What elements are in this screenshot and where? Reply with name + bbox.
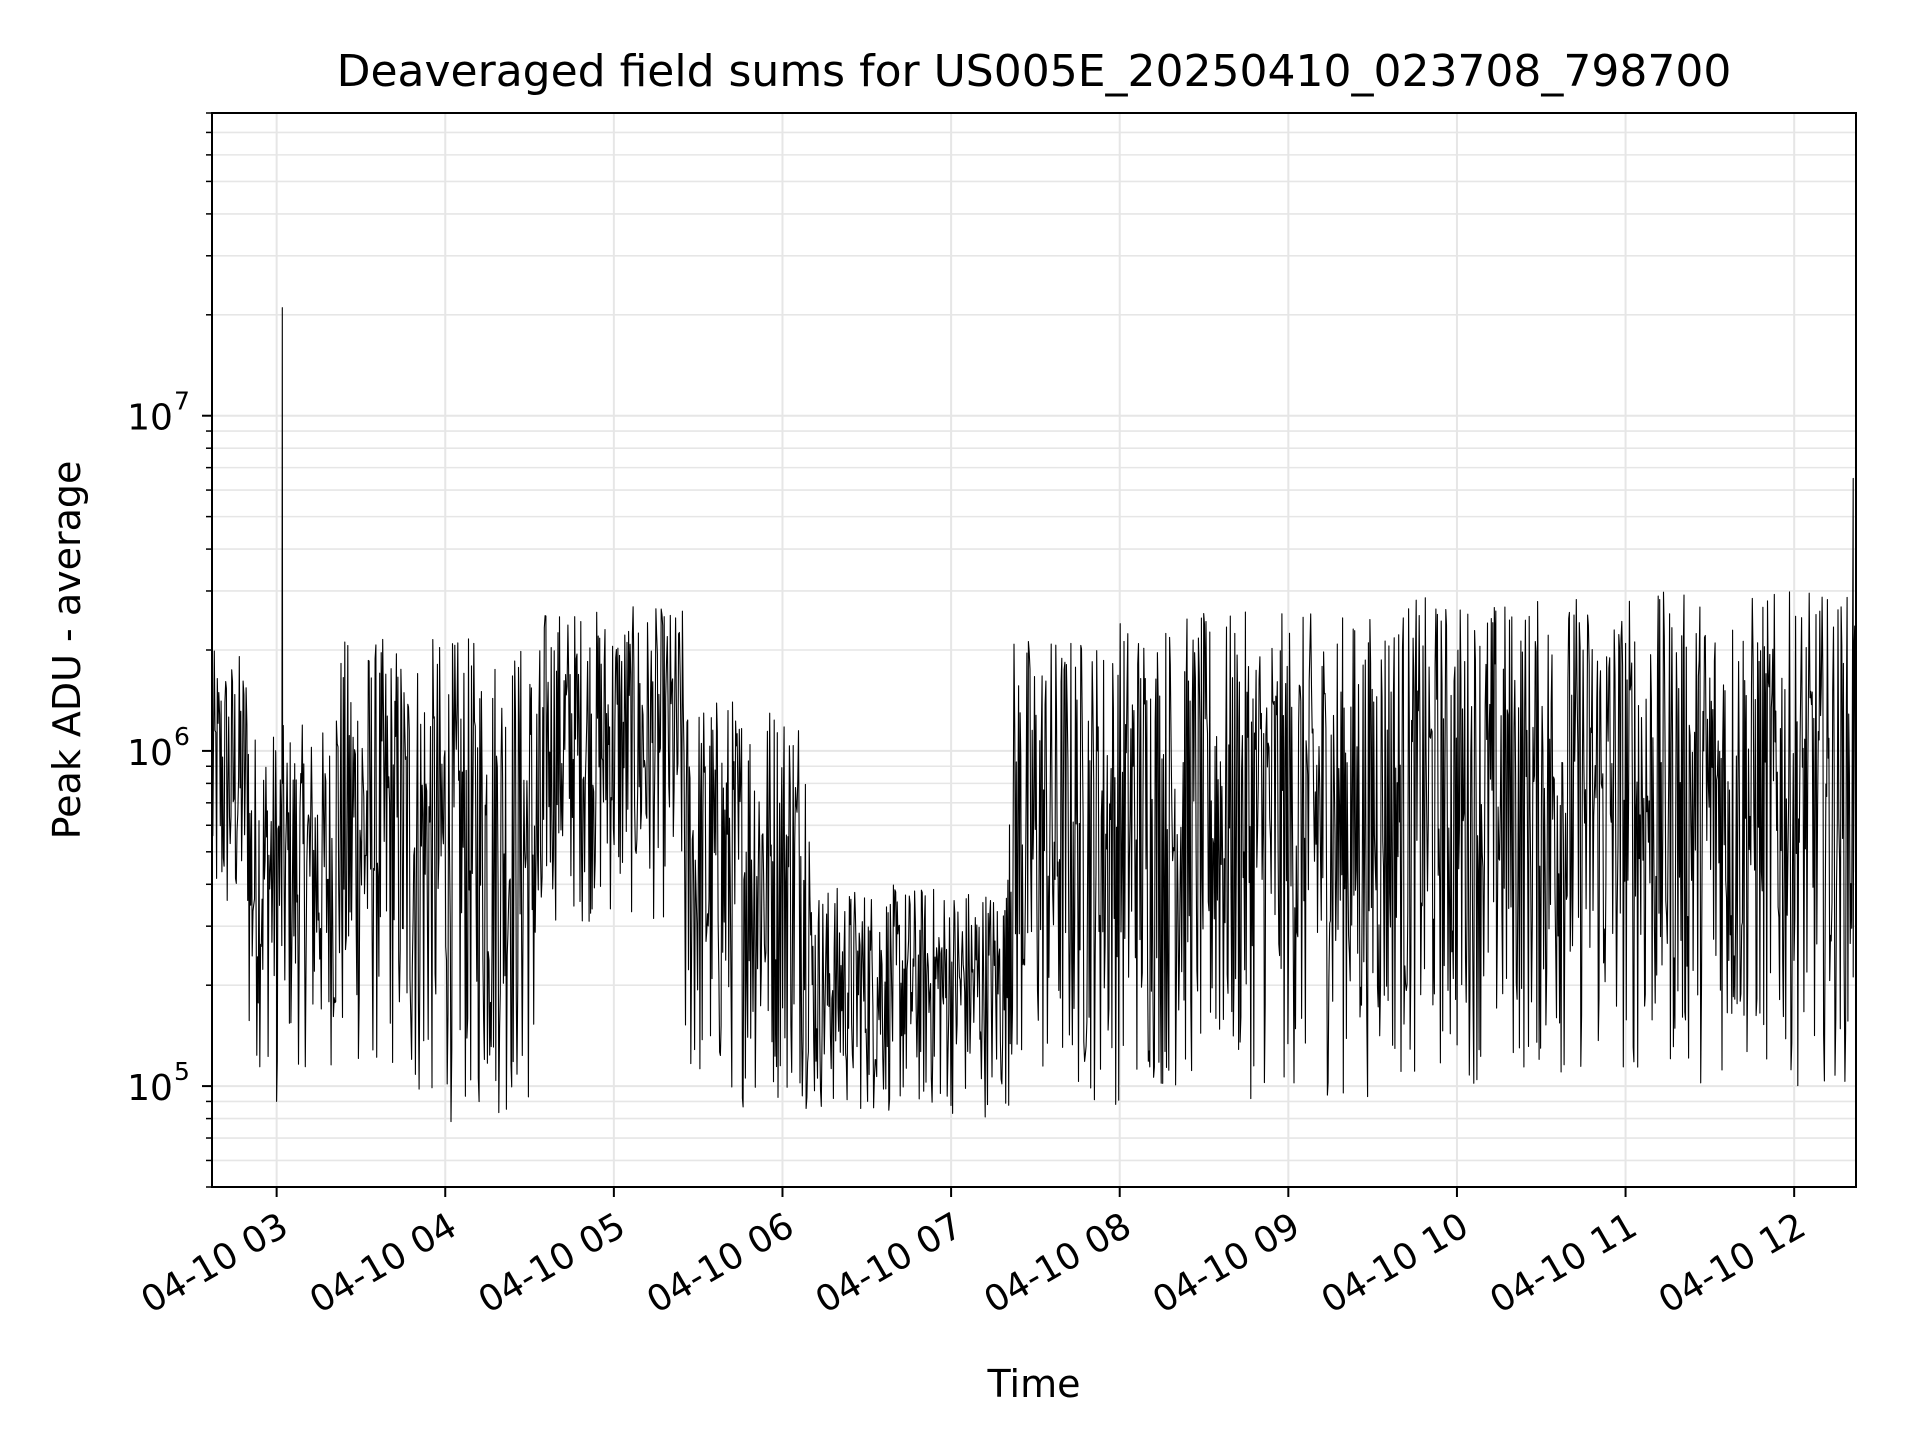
x-tick-label: 04-10 04 bbox=[303, 1205, 464, 1321]
x-axis: 04-10 03 04-10 04 04-10 05 04-10 06 04-10 07… bbox=[134, 1187, 1813, 1322]
y-axis-label: Peak ADU - average bbox=[45, 461, 89, 840]
x-tick-label: 04-10 11 bbox=[1483, 1205, 1644, 1321]
x-tick-label: 04-10 12 bbox=[1652, 1205, 1813, 1321]
y-tick-exponent: 7 bbox=[174, 387, 190, 416]
x-tick-label: 04-10 10 bbox=[1315, 1205, 1476, 1321]
x-tick-label: 04-10 09 bbox=[1146, 1205, 1307, 1321]
x-tick-label: 04-10 07 bbox=[809, 1205, 970, 1321]
x-axis-label: Time bbox=[987, 1362, 1081, 1406]
series-line bbox=[211, 307, 1857, 1123]
x-tick-label: 04-10 03 bbox=[134, 1205, 295, 1321]
y-tick-exponent: 5 bbox=[174, 1057, 190, 1086]
y-tick-exponent: 6 bbox=[174, 722, 190, 751]
series-polyline bbox=[211, 307, 1857, 1123]
x-tick-label: 04-10 06 bbox=[640, 1205, 801, 1321]
chart-title: Deaveraged field sums for US005E_2025041… bbox=[337, 46, 1732, 97]
y-tick-label: 10 bbox=[127, 733, 173, 774]
x-tick-label: 04-10 08 bbox=[978, 1205, 1139, 1321]
x-tick-label: 04-10 05 bbox=[472, 1205, 633, 1321]
y-tick-label: 10 bbox=[127, 1068, 173, 1109]
grid bbox=[212, 112, 1856, 1188]
y-tick-label: 10 bbox=[127, 398, 173, 439]
